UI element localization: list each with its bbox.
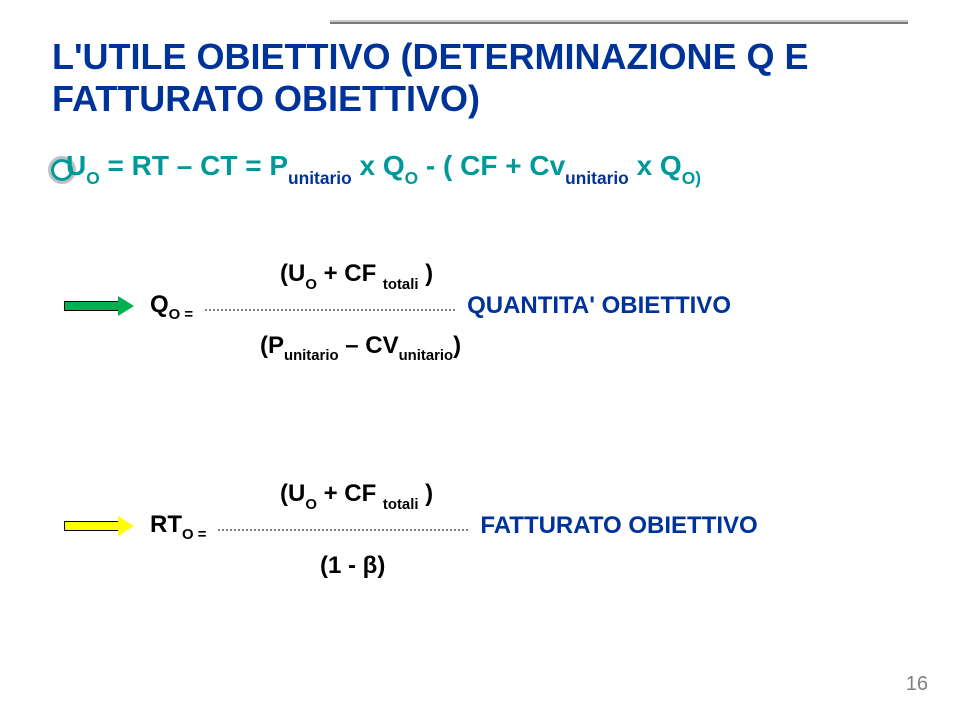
rt-lhs: RTO = bbox=[150, 511, 206, 542]
f-close-sub: O) bbox=[682, 168, 701, 188]
qty-denominator: (Punitario – CVunitario) bbox=[260, 332, 790, 363]
rt-fraction-line bbox=[218, 529, 468, 531]
arrow-shaft bbox=[64, 301, 120, 311]
lhs-Q: Q bbox=[150, 291, 169, 318]
f-minus: - ( CF + Cv bbox=[418, 150, 565, 181]
slide: L'UTILE OBIETTIVO (DETERMINAZIONE Q E FA… bbox=[0, 0, 960, 718]
d-close: ) bbox=[453, 332, 461, 359]
qty-lhs-row: QO = QUANTITA' OBIETTIVO bbox=[150, 291, 790, 322]
f-Q-sub: O bbox=[405, 168, 419, 188]
arrow-icon-green bbox=[64, 296, 136, 316]
n-close: ) bbox=[418, 260, 433, 287]
slide-title: L'UTILE OBIETTIVO (DETERMINAZIONE Q E FA… bbox=[52, 36, 908, 121]
lhs-RT: RT bbox=[150, 511, 182, 538]
qty-result: QUANTITA' OBIETTIVO bbox=[467, 292, 731, 320]
rt-result: FATTURATO OBIETTIVO bbox=[480, 512, 757, 540]
f-eq: = RT – CT = P bbox=[100, 150, 288, 181]
n-cfsub: totali bbox=[383, 277, 419, 293]
qty-lhs: QO = bbox=[150, 291, 193, 322]
f-xQ: x Q bbox=[352, 150, 405, 181]
d-cvsub: unitario bbox=[399, 348, 454, 364]
n2-cfsub: totali bbox=[383, 497, 419, 513]
arrow-head bbox=[118, 296, 134, 316]
rt-denominator: (1 - β) bbox=[320, 552, 790, 580]
f-xQ2: x Q bbox=[629, 150, 682, 181]
d-psub: unitario bbox=[284, 348, 339, 364]
n-usub: O bbox=[305, 277, 317, 293]
n-open: (U bbox=[280, 260, 305, 287]
n2-close: ) bbox=[418, 480, 433, 507]
lhs-RT-sub: O = bbox=[182, 527, 206, 543]
arrow-head bbox=[118, 516, 134, 536]
n2-open: (U bbox=[280, 480, 305, 507]
title-line-2: FATTURATO OBIETTIVO) bbox=[52, 78, 480, 119]
qty-fraction-line bbox=[205, 309, 455, 311]
n-plus: + CF bbox=[317, 260, 383, 287]
n2-plus: + CF bbox=[317, 480, 383, 507]
formula-quantity: (UO + CF totali ) QO = QUANTITA' OBIETTI… bbox=[150, 260, 790, 362]
arrow-shaft bbox=[64, 521, 120, 531]
rt-numerator: (UO + CF totali ) bbox=[280, 480, 790, 511]
header-rule bbox=[330, 20, 908, 24]
f-U: U bbox=[66, 150, 86, 181]
d-mid: – CV bbox=[339, 332, 399, 359]
page-number: 16 bbox=[906, 673, 928, 696]
d-open: (P bbox=[260, 332, 284, 359]
formula-turnover: (UO + CF totali ) RTO = FATTURATO OBIETT… bbox=[150, 480, 790, 580]
arrow-icon-yellow bbox=[64, 516, 136, 536]
rt-lhs-row: RTO = FATTURATO OBIETTIVO bbox=[150, 511, 790, 542]
title-line-1: L'UTILE OBIETTIVO (DETERMINAZIONE Q E bbox=[52, 36, 809, 77]
f-Cv-sub: unitario bbox=[565, 168, 629, 188]
formula-main: UO = RT – CT = Punitario x QO - ( CF + C… bbox=[66, 150, 701, 187]
n2-usub: O bbox=[305, 497, 317, 513]
f-P-sub: unitario bbox=[288, 168, 352, 188]
lhs-sub: O = bbox=[169, 307, 193, 323]
f-U-sub: O bbox=[86, 168, 100, 188]
qty-numerator: (UO + CF totali ) bbox=[280, 260, 790, 291]
